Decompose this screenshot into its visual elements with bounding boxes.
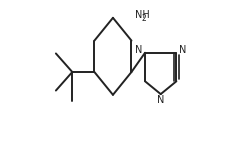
Text: N: N (135, 45, 143, 55)
Text: N: N (179, 45, 186, 55)
Text: N: N (157, 95, 165, 105)
Text: 2: 2 (141, 14, 146, 23)
Text: NH: NH (135, 10, 150, 20)
